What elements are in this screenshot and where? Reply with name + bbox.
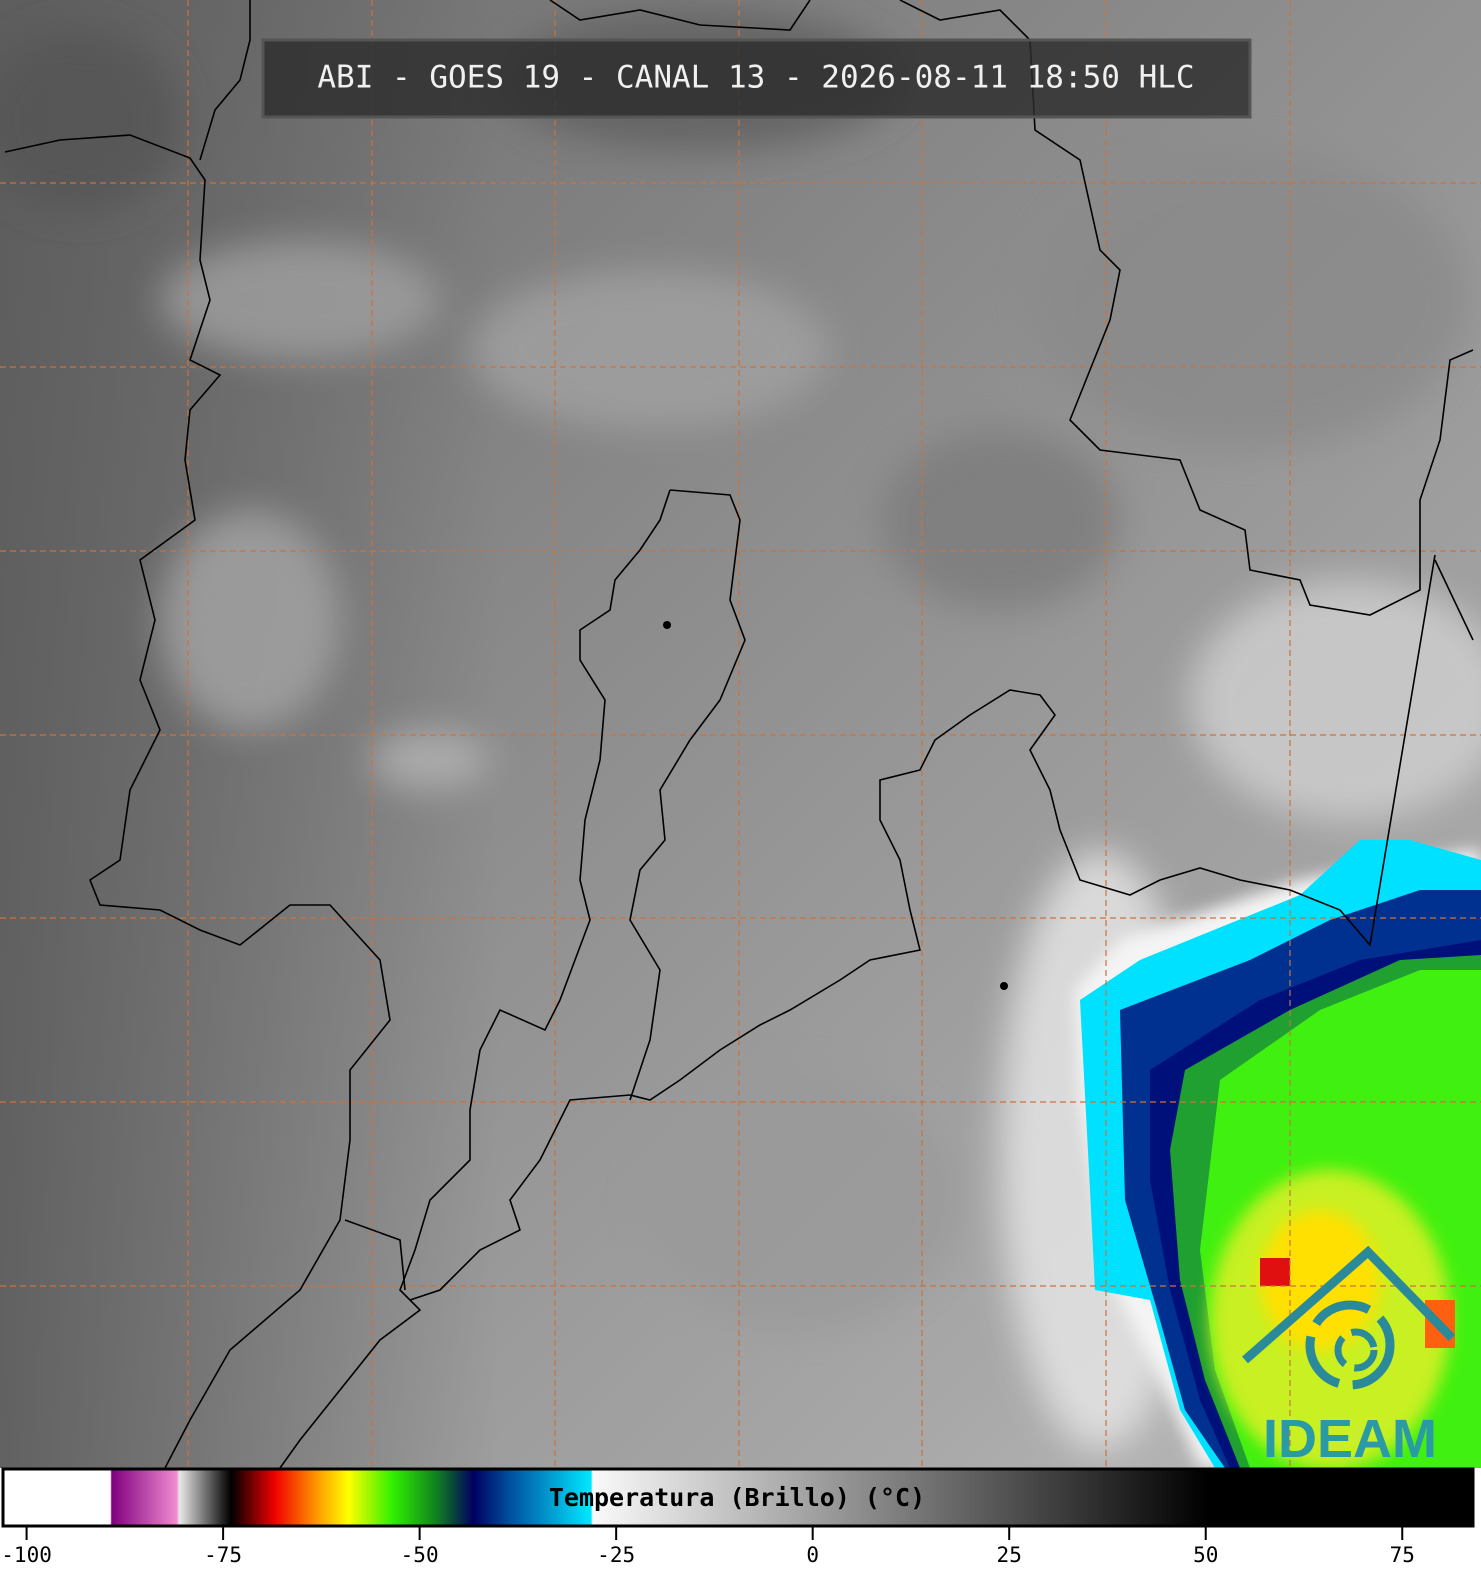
colorbar-tick-label: -75	[204, 1543, 242, 1567]
colorbar-tick-label: -25	[597, 1543, 635, 1567]
colorbar-label: Temperatura (Brillo) (°C)	[549, 1483, 925, 1512]
imagery	[0, 0, 1481, 1470]
logo-text: IDEAM	[1263, 1409, 1437, 1469]
title-box: ABI - GOES 19 - CANAL 13 - 2026-08-11 18…	[261, 38, 1252, 119]
title: ABI - GOES 19 - CANAL 13 - 2026-08-11 18…	[317, 60, 1194, 96]
city-dot	[663, 621, 671, 629]
colorbar: Temperatura (Brillo) (°C)	[1, 1467, 1475, 1528]
city-dot	[1000, 982, 1008, 990]
colorbar-tick-label: -100	[1, 1543, 52, 1567]
borders	[4, 0, 1474, 1469]
storm-cell	[1075, 840, 1481, 1470]
colorbar-tick-label: 0	[806, 1543, 819, 1567]
colorbar-tick-label: 25	[997, 1543, 1022, 1567]
logo: IDEAM	[1242, 1245, 1456, 1469]
colorbar-tick-label: 50	[1193, 1543, 1218, 1567]
grid	[0, 0, 1481, 1468]
colorbar-tick-label: -50	[401, 1543, 439, 1567]
colorbar-tick-label: 75	[1390, 1543, 1415, 1567]
